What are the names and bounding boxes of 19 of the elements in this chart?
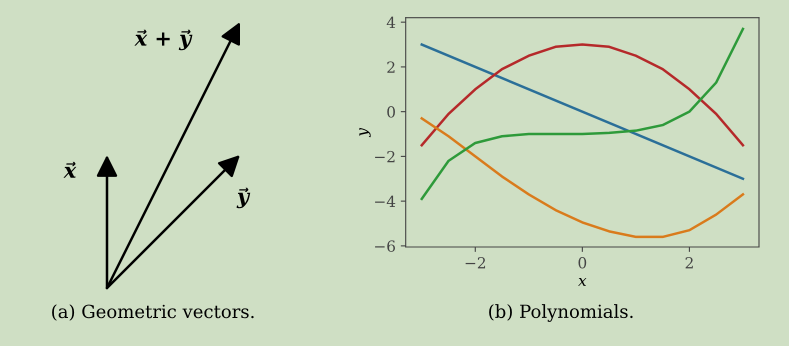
- y-tick-label: −2: [375, 150, 394, 162]
- y-tick-label: −6: [375, 240, 396, 252]
- text: (a) Geometric vectors.: [52, 304, 254, 321]
- line-series: [420, 28, 744, 200]
- y-axis-title: y: [359, 128, 371, 138]
- line-series: [420, 117, 744, 238]
- y-tick-label: 0: [387, 106, 395, 118]
- x-tick-label: 2: [686, 256, 693, 268]
- y-tick-label: −4: [375, 196, 396, 207]
- text: y⃗: [236, 188, 250, 208]
- text: x⃗ + y⃗: [134, 30, 192, 50]
- y-tick-label: 2: [387, 61, 394, 73]
- x-tick-label: −2: [466, 256, 486, 268]
- x-tick-label: 0: [578, 256, 586, 269]
- text: (b) Polynomials.: [489, 304, 633, 322]
- line-series: [420, 43, 744, 146]
- y-tick-label: 4: [386, 16, 396, 28]
- x-axis-title: x: [578, 278, 586, 286]
- text: x⃗: [63, 162, 76, 178]
